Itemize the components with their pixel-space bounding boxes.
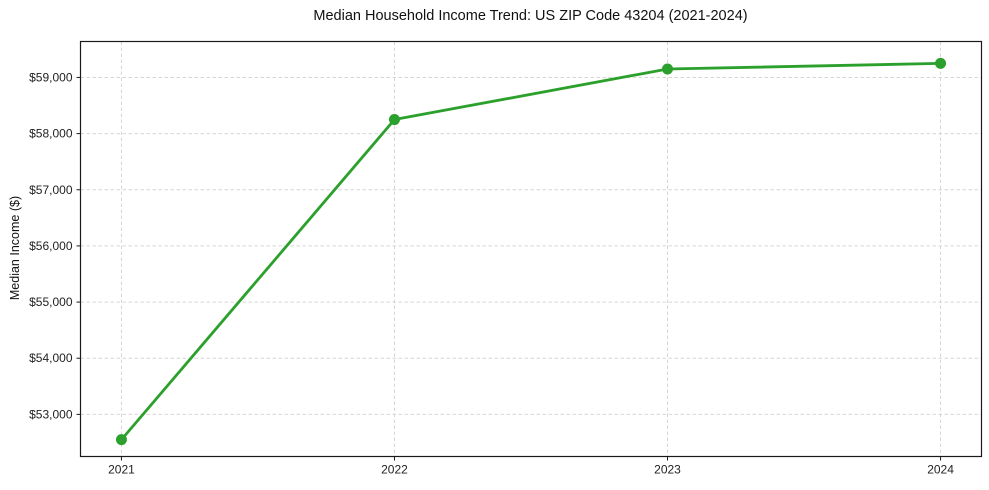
y-tick-label: $59,000 — [29, 70, 73, 84]
data-point-2023 — [662, 63, 674, 75]
data-point-2021 — [115, 434, 127, 446]
data-point-2022 — [388, 114, 400, 126]
x-tick-label: 2023 — [654, 463, 681, 477]
x-tick-label: 2021 — [108, 463, 135, 477]
y-tick-label: $53,000 — [29, 407, 73, 421]
plot-border — [79, 40, 983, 458]
x-tick-label: 2022 — [381, 463, 408, 477]
y-tick-label: $58,000 — [29, 127, 73, 141]
x-tick-label: 2024 — [927, 463, 954, 477]
chart-title: Median Household Income Trend: US ZIP Co… — [313, 8, 748, 24]
y-tick-label: $56,000 — [29, 239, 73, 253]
y-tick-label: $54,000 — [29, 351, 73, 365]
trend-line — [120, 62, 942, 442]
y-tick-label: $57,000 — [29, 183, 73, 197]
data-point-2024 — [935, 57, 947, 69]
y-tick-label: $55,000 — [29, 295, 73, 309]
